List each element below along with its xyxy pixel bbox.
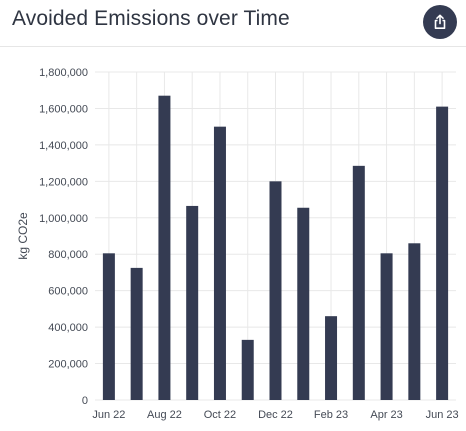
chart-title: Avoided Emissions over Time (12, 7, 290, 30)
header-divider (0, 46, 466, 47)
bar-jul-22[interactable] (130, 267, 143, 400)
x-tick-label: Oct 22 (204, 409, 236, 421)
bars (102, 95, 449, 401)
x-tick-label: Jun 22 (92, 409, 125, 421)
share-button[interactable] (423, 5, 457, 39)
y-tick-label: 1,000,000 (39, 213, 88, 225)
x-tick-label: Apr 23 (370, 409, 402, 421)
share-export-icon (434, 14, 446, 29)
y-axis-title: kg CO2e (16, 212, 30, 260)
bar-sep-22[interactable] (186, 205, 199, 400)
x-tick-label: Dec 22 (258, 409, 293, 421)
x-tick-label: Feb 23 (314, 409, 348, 421)
bar-jun-23[interactable] (436, 106, 449, 400)
y-tick-label: 600,000 (48, 286, 88, 298)
y-axis-ticks: 0 200,000 400,000 600,000 800,000 1,000,000 1,… (39, 67, 88, 407)
bar-jan-23[interactable] (297, 207, 310, 400)
y-tick-label: 0 (82, 395, 88, 407)
bar-nov-22[interactable] (241, 339, 254, 400)
bar-oct-22[interactable] (213, 126, 226, 401)
y-tick-label: 200,000 (48, 359, 88, 371)
x-tick-label: Aug 22 (147, 409, 182, 421)
y-tick-label: 1,800,000 (39, 67, 88, 79)
y-tick-label: 400,000 (48, 322, 88, 334)
y-tick-label: 1,200,000 (39, 176, 88, 188)
bar-may-23[interactable] (408, 243, 421, 400)
y-tick-label: 1,400,000 (39, 140, 88, 152)
x-axis-ticks: Jun 22 Aug 22 Oct 22 Dec 22 Feb 23 Apr 23 Jun … (92, 409, 458, 421)
y-tick-label: 1,600,000 (39, 103, 88, 115)
card-header: Avoided Emissions over Time (0, 0, 466, 46)
bar-dec-22[interactable] (269, 181, 282, 400)
bar-feb-23[interactable] (325, 316, 338, 400)
bar-mar-23[interactable] (352, 165, 365, 400)
bar-aug-22[interactable] (158, 95, 171, 400)
y-tick-label: 800,000 (48, 249, 88, 261)
bar-apr-23[interactable] (380, 253, 393, 400)
x-tick-label: Jun 23 (426, 409, 459, 421)
bar-jun-22[interactable] (102, 253, 115, 400)
